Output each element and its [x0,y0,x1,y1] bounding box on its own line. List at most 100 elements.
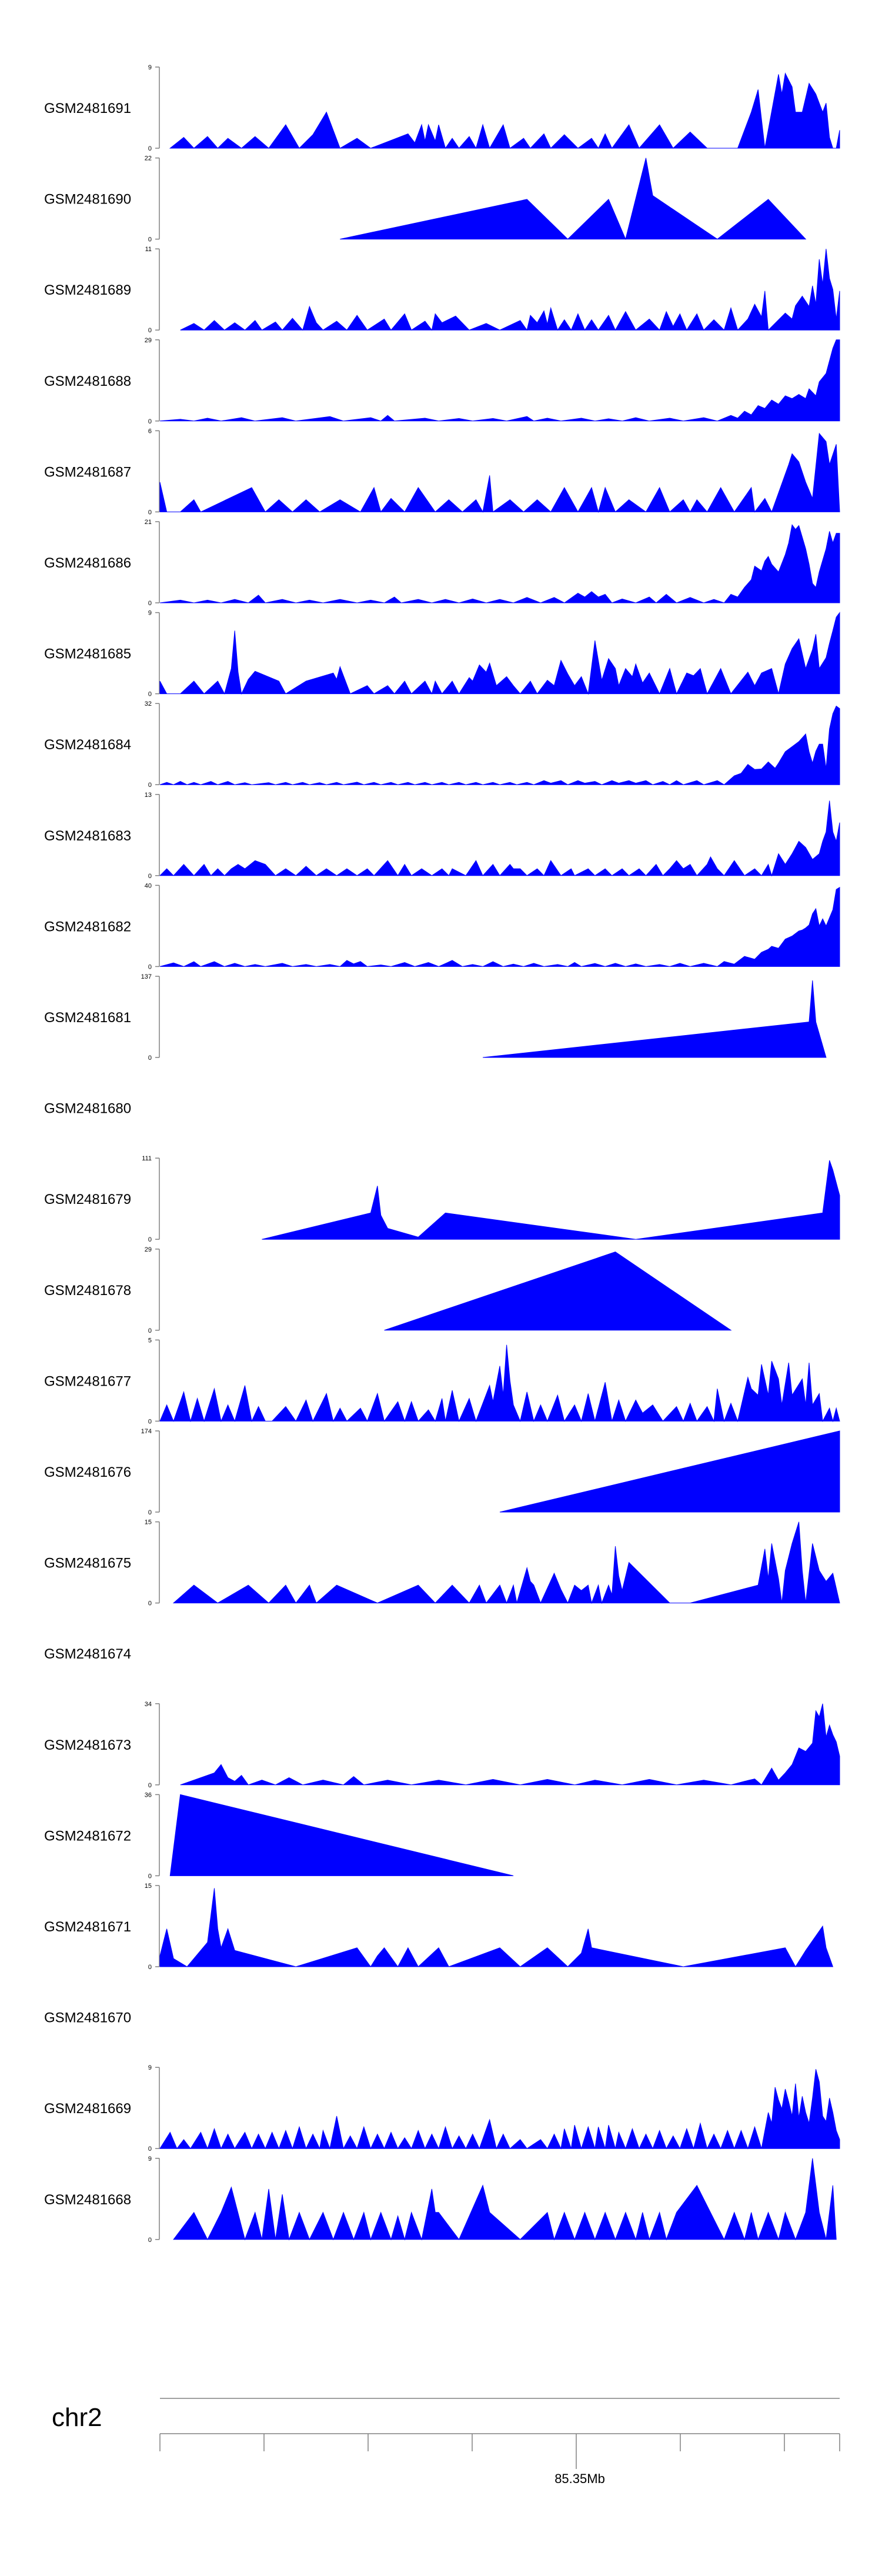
track-y-max-label: 15 [145,1883,152,1890]
track-y-max-label: 5 [148,1337,152,1344]
track-label: GSM2481685 [44,646,131,662]
track-y-min-label: 0 [148,1782,152,1789]
coverage-area-GSM2481690 [340,158,807,241]
track-y-max-label: 137 [141,973,152,980]
track-y-max-label: 15 [145,1519,152,1526]
track-GSM2481669: GSM2481669 9 0 [44,2064,840,2153]
track-y-min-label: 0 [148,1873,152,1880]
track-GSM2481674: GSM2481674 [44,1646,131,1662]
track-y-max-label: 9 [148,64,152,71]
track-y-min-label: 0 [148,1509,152,1516]
track-label: GSM2481670 [44,2010,131,2026]
track-y-max-label: 34 [145,1701,152,1708]
track-y-min-label: 0 [148,963,152,970]
genome-axis: chr2 85.35Mb [52,2398,840,2486]
track-label: GSM2481682 [44,919,131,935]
track-y-min-label: 0 [148,509,152,516]
coverage-area-GSM2481689 [180,249,840,331]
track-label: GSM2481681 [44,1010,131,1026]
track-GSM2481679: GSM2481679 111 0 [44,1155,840,1243]
track-y-min-label: 0 [148,2237,152,2244]
track-y-min-label: 0 [148,236,152,243]
track-GSM2481691: GSM2481691 9 0 [44,64,840,152]
coverage-area-GSM2481675 [172,1521,840,1604]
coverage-area-GSM2481688 [159,339,840,422]
genome-ticks [159,2434,840,2469]
coverage-area-GSM2481679 [262,1160,840,1240]
track-label: GSM2481676 [44,1464,131,1480]
coverage-area-GSM2481681 [483,980,827,1058]
track-label: GSM2481684 [44,737,131,753]
coverage-area-GSM2481676 [499,1430,840,1513]
track-y-max-label: 9 [148,2064,152,2071]
track-y-max-label: 111 [142,1155,152,1162]
track-GSM2481668: GSM2481668 9 0 [44,2155,837,2244]
track-y-max-label: 22 [145,155,152,162]
track-y-min-label: 0 [148,1964,152,1971]
track-y-min-label: 0 [148,1418,152,1425]
track-GSM2481678: GSM2481678 29 0 [44,1246,732,1334]
track-y-min-label: 0 [148,327,152,334]
track-GSM2481689: GSM2481689 11 0 [44,246,840,334]
track-y-max-label: 21 [145,519,152,526]
coordinate-label: 85.35Mb [554,2471,605,2486]
coverage-area-GSM2481668 [173,2158,837,2241]
track-GSM2481685: GSM2481685 9 0 [44,610,840,698]
track-y-max-label: 6 [148,428,152,435]
track-y-max-label: 9 [148,2155,152,2163]
track-GSM2481688: GSM2481688 29 0 [44,337,840,425]
track-GSM2481682: GSM2481682 40 0 [44,882,840,970]
coverage-area-GSM2481677 [159,1344,840,1423]
track-label: GSM2481677 [44,1373,131,1389]
track-y-max-label: 174 [141,1428,152,1435]
track-label: GSM2481675 [44,1556,131,1571]
track-GSM2481686: GSM2481686 21 0 [44,519,840,607]
coverage-area-GSM2481687 [159,432,840,513]
track-GSM2481680: GSM2481680 [44,1101,131,1117]
track-GSM2481671: GSM2481671 15 0 [44,1883,834,1971]
track-GSM2481672: GSM2481672 36 0 [44,1791,514,1880]
track-GSM2481684: GSM2481684 32 0 [44,700,840,789]
track-label: GSM2481691 [44,101,131,116]
coverage-area-GSM2481684 [159,705,840,785]
track-GSM2481681: GSM2481681 137 0 [44,973,827,1062]
track-label: GSM2481674 [44,1646,131,1662]
track-y-max-label: 11 [145,246,152,253]
coverage-area-GSM2481682 [159,886,840,967]
track-y-min-label: 0 [148,145,152,152]
track-GSM2481673: GSM2481673 34 0 [44,1701,840,1789]
track-y-max-label: 32 [145,700,152,708]
track-label: GSM2481668 [44,2192,131,2208]
track-y-min-label: 0 [148,1055,152,1062]
track-label: GSM2481689 [44,282,131,298]
track-y-max-label: 9 [148,610,152,617]
track-y-max-label: 13 [145,792,152,799]
coverage-area-GSM2481686 [159,524,840,603]
track-label: GSM2481669 [44,2101,131,2117]
track-label: GSM2481686 [44,555,131,571]
coverage-area-GSM2481672 [169,1794,514,1876]
coverage-area-GSM2481671 [159,1888,834,1967]
track-y-max-label: 29 [145,1246,152,1253]
track-y-min-label: 0 [148,1236,152,1243]
track-GSM2481683: GSM2481683 13 0 [44,792,840,880]
track-label: GSM2481678 [44,1283,131,1299]
track-y-min-label: 0 [148,418,152,425]
track-label: GSM2481671 [44,1919,131,1935]
coverage-tracks: GSM248169190GSM2481690220GSM2481689110GS… [44,64,840,2244]
track-y-min-label: 0 [148,1327,152,1334]
track-label: GSM2481688 [44,373,131,389]
track-y-min-label: 0 [148,782,152,789]
track-label: GSM2481679 [44,1192,131,1207]
coverage-area-GSM2481673 [180,1703,840,1786]
track-GSM2481690: GSM2481690 22 0 [44,155,807,243]
track-GSM2481670: GSM2481670 [44,2010,131,2026]
coverage-area-GSM2481669 [159,2069,840,2150]
track-y-min-label: 0 [148,691,152,698]
track-GSM2481675: GSM2481675 15 0 [44,1519,840,1607]
track-label: GSM2481680 [44,1101,131,1117]
track-y-max-label: 36 [145,1791,152,1798]
track-label: GSM2481672 [44,1828,131,1844]
coverage-area-GSM2481685 [159,612,840,695]
